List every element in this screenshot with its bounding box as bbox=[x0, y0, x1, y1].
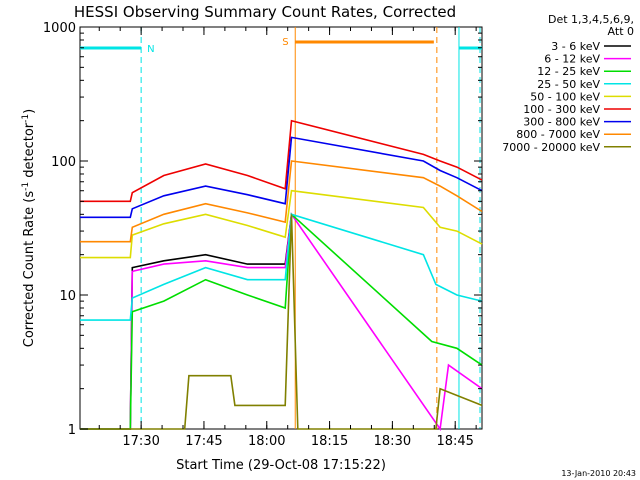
x-axis-label: Start Time (29-Oct-08 17:15:22) bbox=[176, 458, 386, 473]
series-line-5 bbox=[80, 119, 483, 203]
legend-label-2: 12 - 25 keV bbox=[537, 65, 600, 78]
series-line-2 bbox=[80, 212, 483, 430]
night-label: N bbox=[147, 44, 154, 55]
x-tick-label-1: 17:45 bbox=[185, 434, 222, 449]
series-line-1 bbox=[80, 212, 483, 432]
x-tick-label-4: 18:30 bbox=[374, 434, 411, 449]
x-tick-label-2: 18:00 bbox=[248, 434, 285, 449]
y-axis-label-sup1: -1 bbox=[21, 182, 31, 191]
series-line-3 bbox=[80, 213, 483, 321]
x-tick-label-5: 18:45 bbox=[436, 434, 473, 449]
legend-label-8: 7000 - 20000 keV bbox=[502, 141, 600, 154]
legend-label-5: 100 - 300 keV bbox=[523, 103, 600, 116]
legend-label-3: 25 - 50 keV bbox=[537, 78, 600, 91]
y-tick-label-2: 100 bbox=[51, 155, 76, 170]
series-line-0 bbox=[80, 214, 293, 430]
x-tick-label-0: 17:30 bbox=[122, 434, 159, 449]
legend-label-1: 6 - 12 keV bbox=[544, 53, 600, 66]
legend-label-4: 50 - 100 keV bbox=[530, 90, 600, 103]
chart-title: HESSI Observing Summary Count Rates, Cor… bbox=[74, 3, 456, 21]
saa-label: S bbox=[282, 37, 288, 48]
legend-label-0: 3 - 6 keV bbox=[551, 40, 600, 53]
y-tick-label-0: 1 bbox=[68, 423, 76, 438]
series-line-7 bbox=[80, 160, 483, 243]
x-axis: 17:30 17:45 18:00 18:15 18:30 18:45 bbox=[98, 27, 477, 449]
legend-header-line-1: Det 1,3,4,5,6,9, bbox=[548, 13, 634, 26]
footer-timestamp: 13-Jan-2010 20:43 bbox=[561, 469, 636, 478]
x-tick-label-3: 18:15 bbox=[311, 434, 348, 449]
series-line-8 bbox=[80, 214, 483, 430]
legend-label-6: 300 - 800 keV bbox=[523, 116, 600, 129]
series-line-6 bbox=[80, 136, 483, 219]
plot-frame bbox=[79, 26, 483, 430]
y-axis-label-sup2: -1 bbox=[21, 114, 31, 123]
legend-header-line-2: Att 0 bbox=[608, 25, 634, 38]
y-tick-label-1: 10 bbox=[59, 289, 76, 304]
legend-label-7: 800 - 7000 keV bbox=[516, 128, 600, 141]
y-axis-label: Corrected Count Rate (s-1 detector-1) bbox=[21, 109, 37, 347]
y-tick-label-3: 1000 bbox=[43, 21, 76, 36]
y-axis-label-mid: detector bbox=[22, 122, 37, 182]
y-axis-label-main: Corrected Count Rate (s bbox=[22, 191, 37, 348]
series-layer bbox=[80, 119, 483, 432]
plot-area bbox=[79, 26, 483, 430]
annotations: NS bbox=[80, 27, 482, 429]
series-line-4 bbox=[80, 189, 483, 259]
y-axis: 1 10 100 1000 bbox=[43, 21, 482, 438]
y-axis-label-end: ) bbox=[22, 109, 37, 114]
